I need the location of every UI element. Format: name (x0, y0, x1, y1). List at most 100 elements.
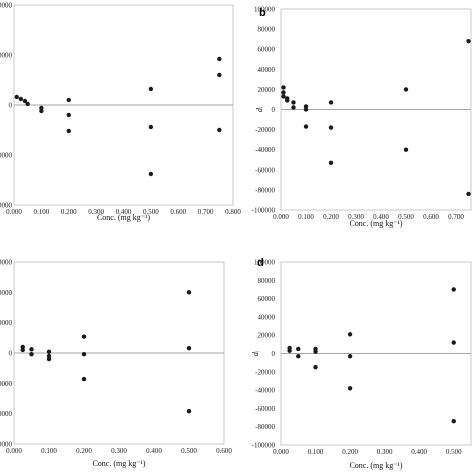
x-tick-label: 0.300 (377, 448, 393, 456)
y-tick-label: -40000 (255, 387, 275, 395)
scatter-panel-2: 100000 80000 60000 40000 20000 0 -20000 -40000 -… (252, 6, 472, 228)
x-axis-label: Conc. (mg kg⁻¹) (92, 459, 145, 468)
x-tick-label: 0.100 (298, 213, 314, 221)
data-point (313, 349, 318, 354)
x-tick-label: 0.200 (342, 448, 358, 456)
x-tick-label: 0.300 (348, 213, 364, 221)
x-axis-label: Conc. (mg kg⁻¹) (97, 213, 150, 222)
data-point (18, 96, 24, 102)
data-point (281, 90, 286, 95)
y-tick-label: 80000 (258, 277, 276, 285)
x-tick-label: 0.100 (41, 447, 57, 455)
data-point (451, 340, 456, 345)
data-point (148, 124, 154, 130)
data-point (66, 128, 71, 134)
y-tick-label: -80000 (255, 423, 275, 431)
x-tick-label: 0.400 (146, 447, 162, 455)
x-tick-label: 0.200 (61, 208, 77, 216)
data-point (217, 127, 222, 133)
data-point (451, 287, 456, 292)
x-tick-label: 0.400 (116, 208, 132, 216)
y-tick-label: 500000 (0, 319, 13, 327)
data-point (281, 85, 286, 90)
data-point (328, 100, 334, 105)
data-point (285, 98, 290, 103)
data-point (20, 344, 25, 350)
x-tick-label: 0.300 (88, 208, 104, 216)
data-point (81, 352, 87, 357)
data-point (186, 345, 192, 351)
y-tick-label: -40000 (255, 146, 275, 154)
data-point (22, 98, 28, 104)
data-point (347, 332, 353, 337)
data-point (296, 346, 301, 352)
data-point (81, 376, 87, 382)
data-point (403, 87, 409, 92)
data-point (466, 38, 471, 44)
y-tick-label: -1500000 (0, 441, 12, 449)
x-tick-label: 0.500 (181, 447, 197, 455)
data-point (281, 94, 286, 99)
x-axis-label: Conc. (mg kg⁻¹) (349, 219, 402, 228)
x-tick-label: 0.700 (448, 213, 464, 221)
data-point (20, 347, 25, 353)
data-point (186, 290, 192, 295)
y-tick-label: 20000 (258, 332, 276, 340)
y-tick-label: -100000 (252, 207, 276, 215)
data-point (25, 101, 30, 107)
y-tick-label: -80000 (255, 186, 275, 194)
scatter-panel-4: 100000 80000 60000 40000 20000 0 -20000 -40000 -… (251, 257, 472, 470)
x-tick-label: 0.400 (373, 213, 389, 221)
data-point (148, 86, 154, 92)
data-point (217, 56, 222, 62)
data-point (466, 191, 471, 197)
x-tick-label: 0.000 (6, 208, 22, 216)
y-tick-label: -60000 (255, 166, 275, 174)
panel-label: b (259, 7, 266, 19)
x-tick-label: 0.100 (34, 208, 50, 216)
x-tick-label: 0.000 (273, 448, 289, 456)
data-point (303, 107, 309, 112)
x-tick-label: 0.000 (6, 447, 22, 455)
x-axis-label: Conc. (mg kg⁻¹) (349, 461, 402, 470)
x-tick-label: 0.500 (446, 448, 462, 456)
data-point (29, 347, 34, 352)
x-tick-label: 0.600 (216, 447, 232, 455)
data-point (217, 72, 222, 78)
y-tick-label: 40000 (258, 66, 276, 74)
y-tick-label: 0 (9, 350, 13, 358)
x-tick-label: 0.600 (423, 213, 439, 221)
data-point (451, 419, 456, 424)
y-tick-label: -20000 (255, 126, 275, 134)
x-tick-label: 0.400 (411, 448, 427, 456)
data-point (66, 112, 71, 118)
y-tick-label: 0 (272, 106, 276, 114)
data-point (66, 97, 71, 103)
x-tick-label: 0.800 (225, 208, 241, 216)
y-tick-label: 40000 (258, 313, 276, 321)
x-tick-label: 0.200 (76, 447, 92, 455)
data-point (29, 352, 34, 357)
y-tick-label: 500000 (0, 52, 13, 60)
y-tick-label: 80000 (258, 26, 276, 34)
data-point (81, 334, 87, 339)
x-tick-label: 0.500 (143, 208, 159, 216)
y-tick-label: -100000 (252, 442, 276, 450)
y-tick-label: -500000 (0, 380, 12, 388)
y-tick-label: 100000 (254, 6, 276, 14)
data-point (148, 171, 154, 177)
x-tick-label: 0.300 (111, 447, 127, 455)
data-point (291, 100, 296, 105)
y-tick-label: 1500000 (0, 259, 13, 267)
data-point (39, 108, 44, 114)
y-tick-label: 100000 (254, 259, 276, 267)
x-tick-label: 0.600 (170, 208, 186, 216)
data-point (347, 354, 353, 359)
data-point (328, 160, 334, 165)
y-tick-label: -20000 (255, 368, 275, 376)
data-point (14, 94, 19, 100)
